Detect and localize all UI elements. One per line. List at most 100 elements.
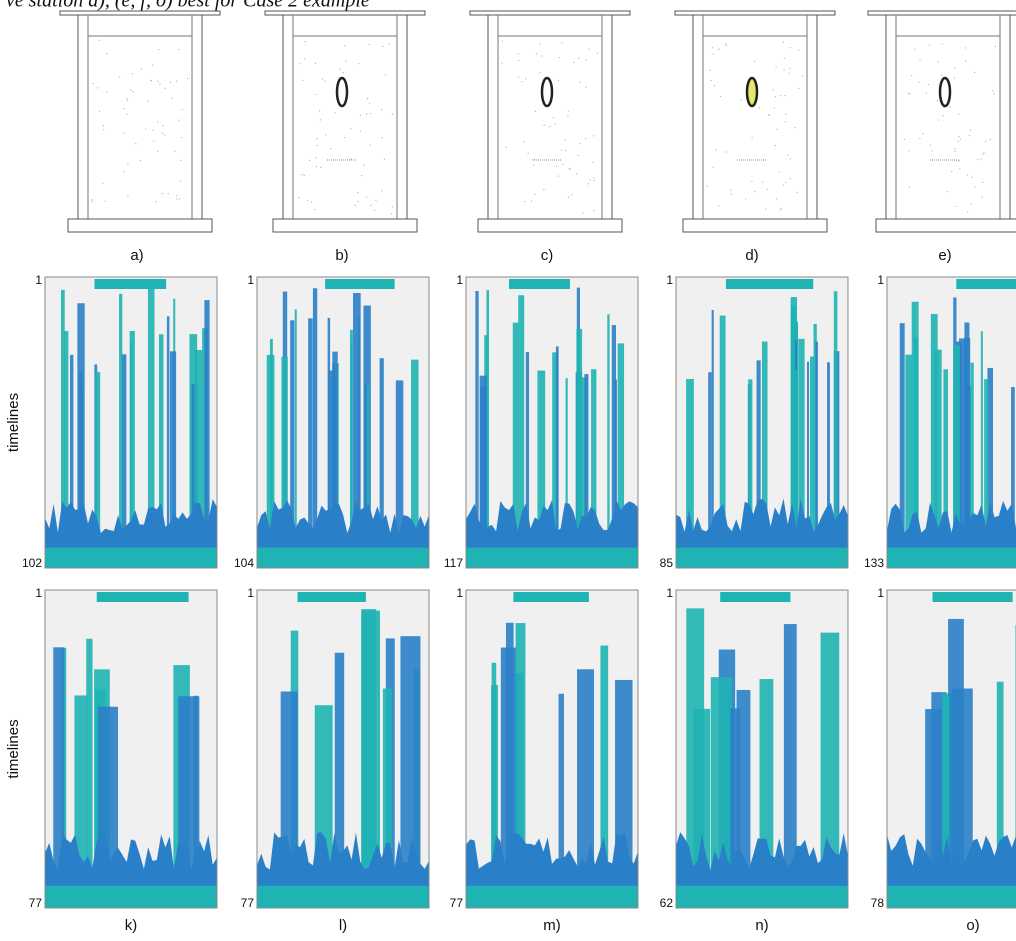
particle <box>555 124 556 125</box>
particle <box>972 177 973 178</box>
particle <box>161 193 162 194</box>
end-label: 102 <box>22 556 42 570</box>
particle <box>977 159 978 160</box>
particle <box>784 95 785 96</box>
particle <box>985 141 986 142</box>
particle <box>594 180 595 181</box>
particle <box>797 192 798 193</box>
particle <box>182 109 183 110</box>
panel-label: o) <box>966 917 979 934</box>
particle <box>168 193 169 194</box>
particle <box>119 76 120 77</box>
particle <box>330 148 331 149</box>
particle <box>179 198 180 199</box>
device-panel: d) <box>675 11 835 264</box>
particle <box>974 72 975 73</box>
particle <box>928 84 929 85</box>
base-plate <box>478 219 622 232</box>
particle <box>317 145 318 146</box>
particle <box>97 87 98 88</box>
particle <box>909 93 910 94</box>
particle <box>938 61 939 62</box>
particle <box>752 137 753 138</box>
particle <box>754 61 755 62</box>
particle <box>942 43 943 44</box>
particle <box>995 46 996 47</box>
particle <box>315 94 316 95</box>
top-bar <box>956 279 1016 289</box>
particle <box>531 201 532 202</box>
end-label: 62 <box>660 896 674 910</box>
particle <box>105 201 106 202</box>
particle <box>958 136 959 137</box>
particle <box>553 117 554 118</box>
particle <box>971 204 972 205</box>
particle <box>123 132 124 133</box>
heatmap-panel: 1102f) <box>22 273 217 606</box>
bottom-fill <box>45 548 217 568</box>
particle <box>751 181 752 182</box>
particle <box>974 186 975 187</box>
particle <box>179 49 180 50</box>
particle <box>135 143 136 144</box>
particle <box>123 171 124 172</box>
particle <box>304 175 305 176</box>
particle <box>776 129 777 130</box>
particle <box>567 115 568 116</box>
particle <box>790 47 791 48</box>
particle <box>298 197 299 198</box>
particle <box>534 194 535 195</box>
particle <box>302 80 303 81</box>
particle <box>790 178 791 179</box>
particle <box>783 41 784 42</box>
particle <box>315 63 316 64</box>
particle <box>775 96 776 97</box>
bottom-fill <box>887 886 1016 908</box>
particle <box>565 140 566 141</box>
particle <box>954 68 955 69</box>
particle <box>344 45 345 46</box>
body <box>886 15 1010 219</box>
particle <box>969 135 970 136</box>
device-panel: e) <box>868 11 1016 264</box>
particle <box>91 201 92 202</box>
panel-label: b) <box>335 247 348 264</box>
particle <box>983 152 984 153</box>
particle <box>157 81 158 82</box>
cap-plate <box>60 11 220 15</box>
particle <box>309 160 310 161</box>
particle <box>354 205 355 206</box>
particle <box>765 208 766 209</box>
particle <box>127 163 128 164</box>
particle <box>316 166 317 167</box>
particle <box>783 184 784 185</box>
particle <box>300 63 301 64</box>
particle <box>954 148 955 149</box>
particle <box>710 70 711 71</box>
particle <box>929 44 930 45</box>
top-bar <box>720 592 790 602</box>
end-label: 117 <box>444 556 463 570</box>
bottom-fill <box>466 886 638 908</box>
panel-label: d) <box>745 247 758 264</box>
particle <box>773 89 774 90</box>
particle <box>955 206 956 207</box>
particle <box>947 191 948 192</box>
particle <box>358 201 359 202</box>
particle <box>316 158 317 159</box>
heatmap-panel: 177l) <box>241 586 429 934</box>
particle <box>163 125 164 126</box>
start-label: 1 <box>877 586 884 600</box>
particle <box>710 80 711 81</box>
particle <box>536 53 537 54</box>
particle <box>106 91 107 92</box>
particle <box>578 58 579 59</box>
particle <box>795 127 796 128</box>
particle <box>344 137 345 138</box>
particle <box>922 133 923 134</box>
start-label: 1 <box>666 586 673 600</box>
end-label: 133 <box>864 556 884 570</box>
particle <box>714 85 715 86</box>
particle <box>543 125 544 126</box>
particle <box>731 194 732 195</box>
